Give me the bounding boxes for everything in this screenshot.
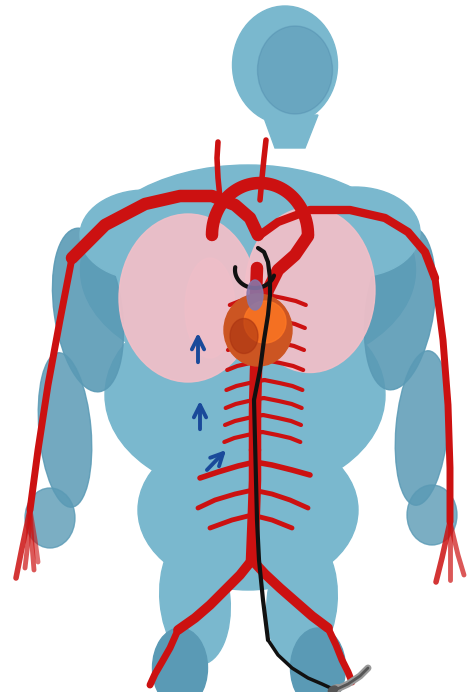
Ellipse shape [257,26,332,114]
Ellipse shape [25,488,75,548]
Ellipse shape [119,214,257,382]
Ellipse shape [53,228,124,392]
Ellipse shape [244,301,286,343]
Ellipse shape [328,686,337,692]
Ellipse shape [80,190,210,280]
Ellipse shape [407,485,457,545]
Ellipse shape [247,280,263,310]
Ellipse shape [267,537,337,667]
Ellipse shape [291,628,346,692]
Ellipse shape [138,430,358,590]
Ellipse shape [230,318,258,354]
Ellipse shape [328,685,341,692]
Ellipse shape [233,6,337,124]
Ellipse shape [38,353,92,507]
Ellipse shape [185,258,235,358]
Ellipse shape [153,628,208,692]
Polygon shape [263,115,318,148]
Ellipse shape [395,351,449,505]
Ellipse shape [224,294,292,366]
Ellipse shape [290,187,420,277]
Ellipse shape [245,208,375,372]
Ellipse shape [81,165,416,375]
Ellipse shape [105,295,385,495]
Ellipse shape [365,226,436,390]
Ellipse shape [160,535,230,665]
